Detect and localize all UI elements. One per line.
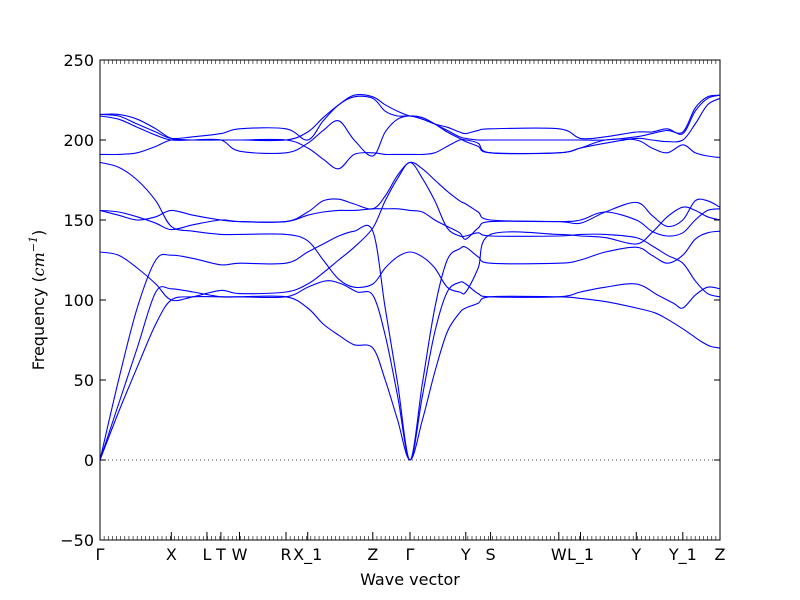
band-line-1 [100, 295, 720, 461]
x-tick-label: Γ [406, 545, 415, 564]
band-line-6 [100, 208, 720, 240]
x-tick-label: X [166, 545, 177, 564]
band-line-8 [100, 138, 720, 170]
y-tick-label: 0 [84, 451, 94, 470]
x-tick-label: S [486, 545, 496, 564]
y-tick-labels: −50 0 50 100 150 200 250 [60, 51, 94, 550]
x-tick-label: Z [715, 545, 726, 564]
band-line-11 [100, 94, 720, 142]
y-tick-label: 50 [74, 371, 94, 390]
ylabel-unit: cm [29, 252, 48, 276]
y-tick-label: 250 [63, 51, 94, 70]
x-tick-label: Γ [96, 545, 105, 564]
y-tick-label: 150 [63, 211, 94, 230]
band-line-10 [100, 94, 720, 141]
ylabel-text: Frequency ( [29, 276, 48, 370]
x-tick-label: L_1 [567, 545, 594, 565]
x-tick-label: Z [367, 545, 378, 564]
y-axis-title: Frequency (cm−1) [27, 230, 48, 371]
ylabel-close: ) [29, 230, 48, 236]
x-tick-labels: Γ X L T W R X_1 Z Γ Y S W L_1 Y Y_1 Z [96, 545, 726, 565]
band-line-2 [100, 280, 720, 461]
y-tick-label: 200 [63, 131, 94, 150]
y-tick-label: 100 [63, 291, 94, 310]
band-line-4 [100, 161, 720, 302]
x-tick-label: X_1 [293, 545, 322, 565]
x-tick-label: W [551, 545, 567, 564]
x-tick-label: Y [630, 545, 641, 564]
x-axis-title: Wave vector [360, 570, 460, 589]
x-tick-label: L [202, 545, 211, 564]
plot-frame [99, 59, 721, 541]
x-tick-label: Y_1 [668, 545, 697, 565]
band-line-9 [100, 97, 720, 157]
ylabel-sup: −1 [27, 236, 40, 252]
ticks [99, 59, 721, 541]
x-tick-label: W [232, 545, 248, 564]
band-line-5 [100, 161, 720, 295]
x-tick-label: Y [460, 545, 471, 564]
x-tick-label: R [280, 545, 291, 564]
y-tick-label: −50 [60, 531, 94, 550]
band-line-7 [100, 161, 720, 228]
band-line-3 [100, 224, 720, 461]
x-tick-label: T [215, 545, 226, 564]
bands [100, 94, 720, 461]
